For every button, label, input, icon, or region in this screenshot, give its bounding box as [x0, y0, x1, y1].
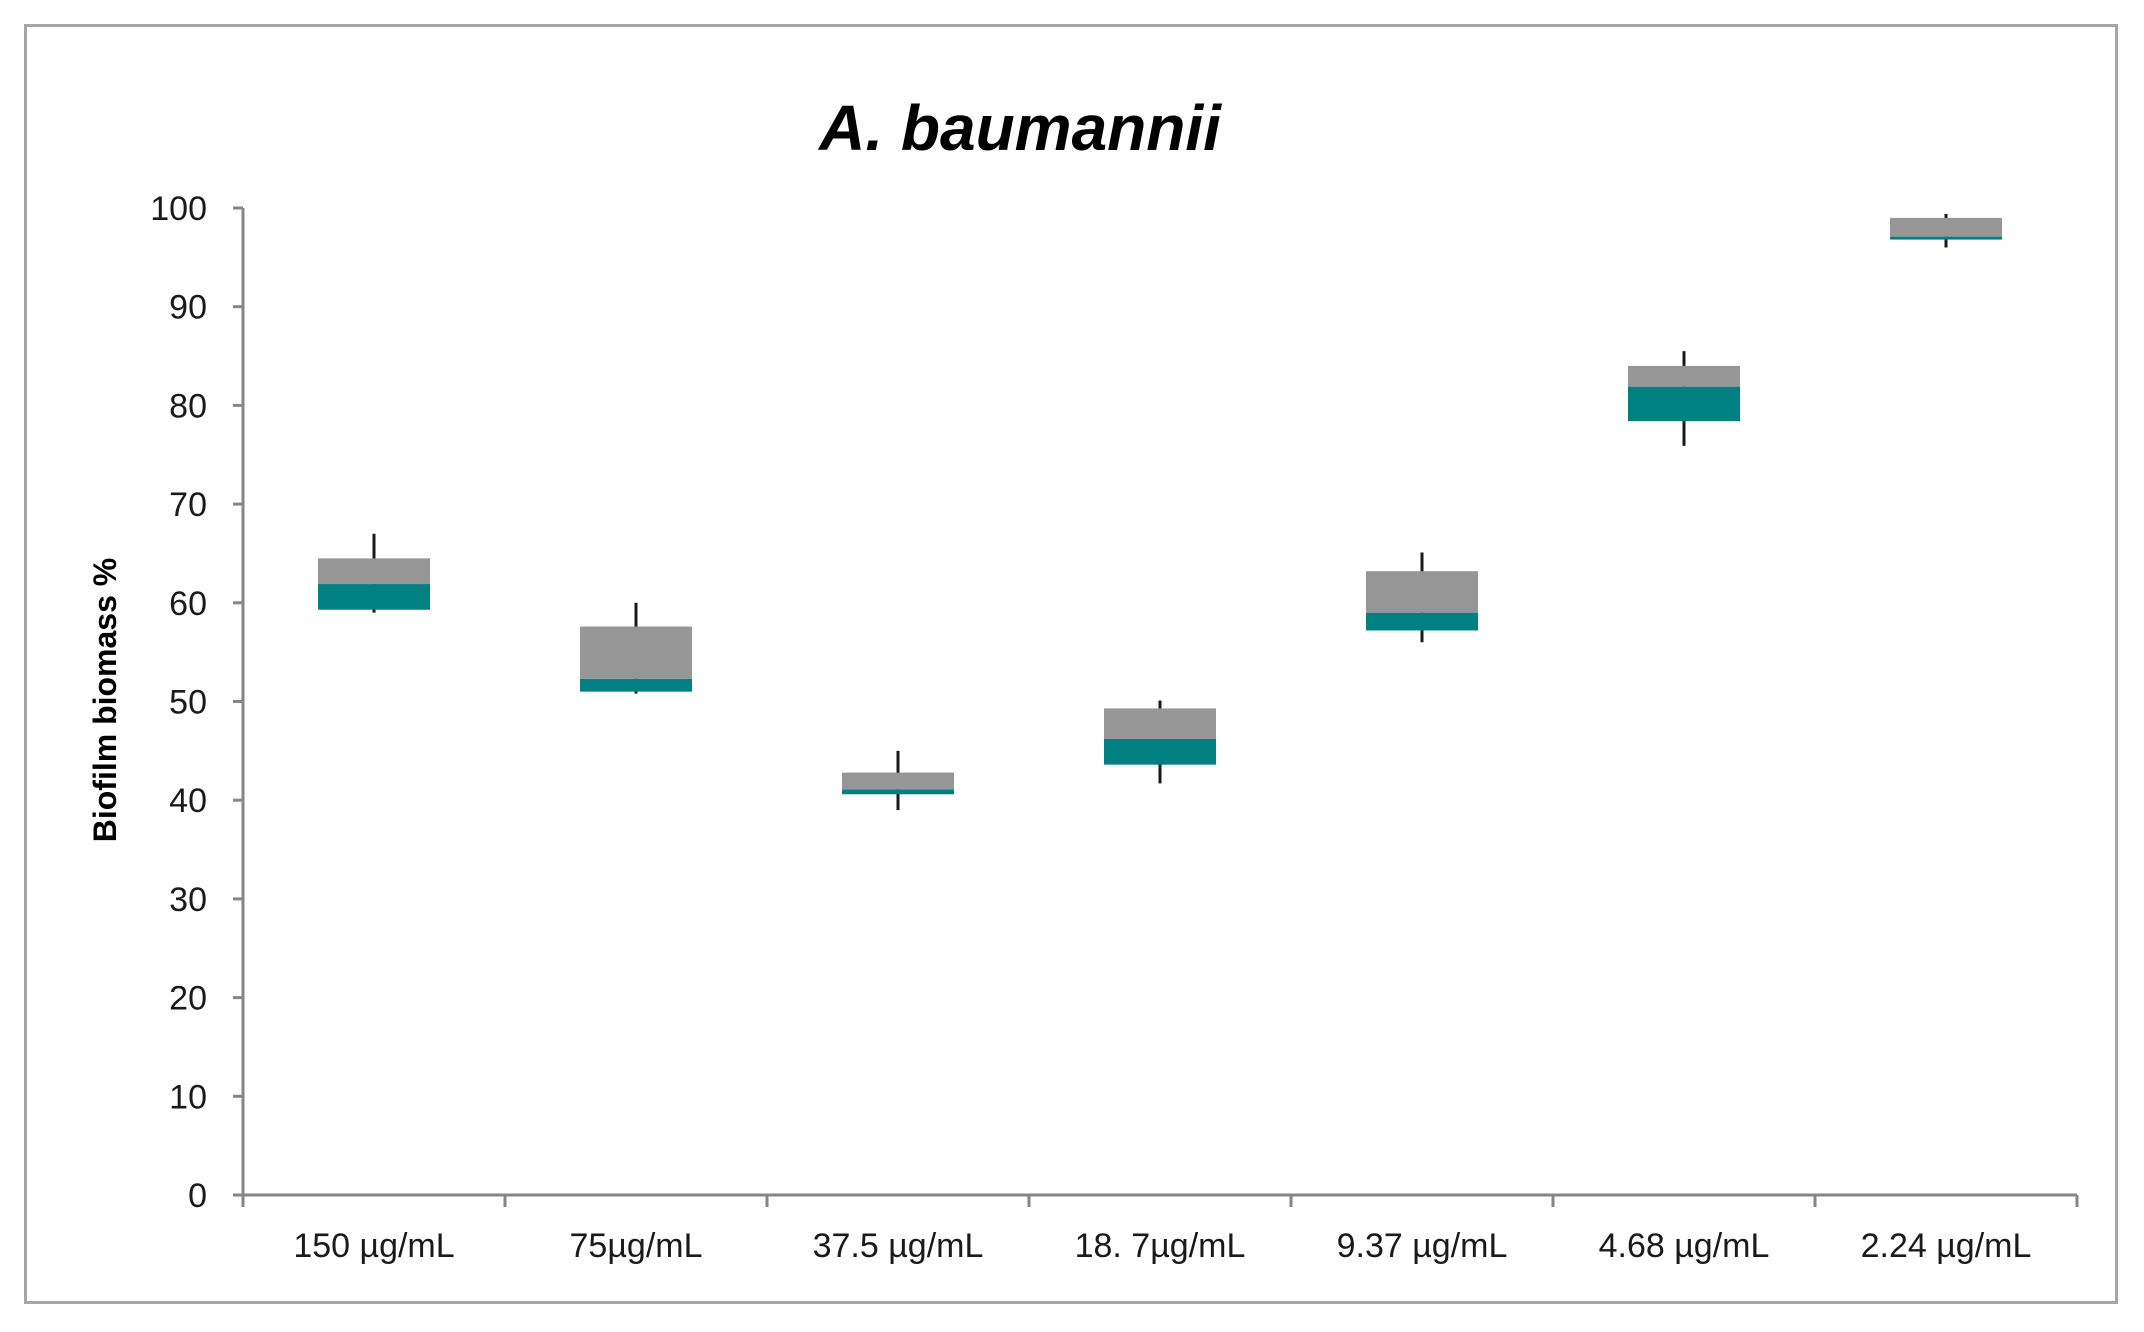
y-tick-label: 70	[169, 486, 207, 524]
box-upper-segment	[318, 558, 430, 585]
box-upper-segment	[1890, 217, 2002, 237]
x-category-label: 37.5 µg/mL	[813, 1227, 984, 1265]
y-tick-label: 40	[169, 782, 207, 820]
x-category-label: 9.37 µg/mL	[1337, 1227, 1508, 1265]
box-lower-segment	[842, 789, 954, 795]
box-lower-segment	[1628, 386, 1740, 422]
chart-frame	[24, 24, 2118, 1304]
y-axis-label: Biofilm biomass %	[87, 558, 123, 843]
x-category-label: 150 µg/mL	[293, 1227, 454, 1265]
y-tick-label: 100	[150, 190, 207, 228]
x-category-label: 18. 7µg/mL	[1075, 1227, 1246, 1265]
y-tick-label: 80	[169, 387, 207, 425]
box-lower-segment	[1366, 612, 1478, 631]
y-tick-label: 20	[169, 980, 207, 1018]
box-upper-segment	[842, 772, 954, 790]
x-category-label: 75µg/mL	[570, 1227, 703, 1265]
y-tick-label: 50	[169, 684, 207, 722]
y-tick-label: 30	[169, 881, 207, 919]
box-lower-segment	[1890, 236, 2002, 240]
box-upper-segment	[1104, 708, 1216, 740]
box-lower-segment	[580, 678, 692, 692]
box-upper-segment	[1366, 571, 1478, 613]
plot-area: 0 10 20 30 40 50 60 70 80 90 100 150 µg/mL 75µg/mL 37…	[150, 190, 2079, 1265]
box-lower-segment	[1104, 739, 1216, 765]
box-lower-segment	[318, 584, 430, 610]
box-upper-segment	[1628, 365, 1740, 387]
box-upper-segment	[580, 626, 692, 679]
y-tick-label: 0	[188, 1177, 207, 1215]
x-category-label: 2.24 µg/mL	[1861, 1227, 2032, 1265]
y-tick-label: 90	[169, 289, 207, 327]
chart-title: A. baumannii	[817, 92, 1222, 164]
x-category-label: 4.68 µg/mL	[1599, 1227, 1770, 1265]
y-tick-label: 60	[169, 585, 207, 623]
y-tick-label: 10	[169, 1078, 207, 1116]
